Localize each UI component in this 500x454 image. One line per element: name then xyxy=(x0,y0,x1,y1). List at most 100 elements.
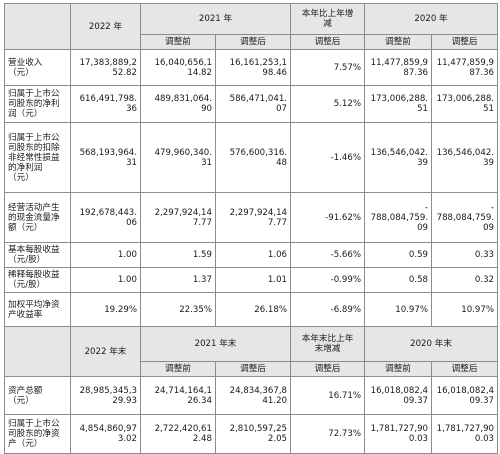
value-yoy: -1.46% xyxy=(290,122,366,193)
cell-line: 16,018,082,4 xyxy=(370,385,429,396)
value-y2020-before: 16,018,082,4 09.37 xyxy=(364,376,433,415)
value-y2020-after: 16,018,082,4 09.37 xyxy=(431,376,499,415)
value-yoy: 7.57% xyxy=(290,49,366,86)
cell-line: 06 xyxy=(126,217,137,228)
cell-line: 0.33 xyxy=(474,250,495,260)
cell-line: （元） xyxy=(8,395,34,406)
header-yoy-after-adjustment: 调整后 xyxy=(290,34,366,50)
cell-line: 14.82 xyxy=(187,67,212,78)
value-yoy: 72.73% xyxy=(290,414,366,454)
cell-line: 1.37 xyxy=(192,275,212,285)
cell-line: 07 xyxy=(276,104,288,114)
cell-line: 3.02 xyxy=(117,434,137,444)
cell-line: 产（元） xyxy=(8,439,43,449)
header-2021-after-adjustment: 调整后 xyxy=(214,34,292,50)
value-y2020-after: 11,477,859,9 87.36 xyxy=(431,49,499,86)
row-label: 经营活动产生 的现金流量净 额（元） xyxy=(4,192,71,243)
cell-line: 归属于上市公 xyxy=(8,419,60,429)
cell-line: 0.58 xyxy=(408,275,429,285)
table-row: 稀释每股收益 （元/股） 1.00 1.37 1.01 -0.99% 0.58 0.32 xyxy=(4,267,499,293)
cell-line: 09.37 xyxy=(469,395,495,406)
value-y2020-before: 0.59 xyxy=(364,242,433,268)
cell-line: - xyxy=(490,202,495,213)
cell-line: 司股东的净利 xyxy=(8,99,60,109)
cell-line: 减 xyxy=(323,19,332,29)
cell-line: 归属于上市公 xyxy=(8,132,60,143)
value-y2020-before: 10.97% xyxy=(364,292,433,327)
cell-line: 568,193,964. xyxy=(79,147,137,158)
cell-line: 1,781,727,90 xyxy=(436,424,495,434)
cell-line: 98.46 xyxy=(262,67,288,78)
cell-line: 51 xyxy=(417,104,429,114)
header-yoy-change: 本年末比上年 末增减 xyxy=(290,326,366,362)
cell-line: 额（元） xyxy=(8,222,43,233)
value-y2021-after: 2,297,924,14 7.77 xyxy=(214,192,292,243)
cell-line: 非经常性损益 xyxy=(8,152,60,163)
cell-line: 616,491,798. xyxy=(79,94,137,104)
header-row: 2022 年 2021 年本年比上年增减 2020 年 xyxy=(4,3,499,50)
cell-line: -6.89% xyxy=(330,304,362,315)
cell-line: 2.48 xyxy=(192,434,212,444)
cell-line: 39 xyxy=(417,157,429,168)
cell-line: 11,477,859,9 xyxy=(436,57,495,68)
value-y2021-after: 576,600,316. 48 xyxy=(214,122,292,193)
header-2020-after-adjustment: 调整后 xyxy=(431,361,499,377)
value-y2021-after: 26.18% xyxy=(214,292,292,327)
cell-line: 479,960,340. xyxy=(154,147,212,158)
cell-line: 产收益率 xyxy=(8,309,43,320)
cell-line: 0.03 xyxy=(474,434,495,444)
cell-line: （元/股） xyxy=(8,255,46,265)
header-year-2021: 2021 年 xyxy=(139,3,292,35)
cell-line: 7.77 xyxy=(192,217,212,228)
cell-line: 2,297,924,14 xyxy=(154,207,212,218)
value-y2020-before: -788,084,759. 09 xyxy=(364,192,433,243)
cell-line: 司股东的净资 xyxy=(8,429,60,439)
value-y2020-before: 136,546,042. 39 xyxy=(364,122,433,193)
cell-line: 7.77 xyxy=(267,217,288,228)
value-y2020-after: 173,006,288. 51 xyxy=(431,85,499,123)
value-y2021-before: 2,297,924,14 7.77 xyxy=(140,192,216,243)
value-y2020-before: 11,477,859,9 87.36 xyxy=(364,49,433,86)
cell-line: 09 xyxy=(417,222,429,233)
value-y2022: 17,383,889,2 52.82 xyxy=(70,49,141,86)
subheader-row: 调整前 调整后 调整后 调整前 调整后 xyxy=(5,361,499,377)
cell-line: 87.36 xyxy=(469,67,495,78)
value-y2022: 192,678,443. 06 xyxy=(70,192,141,243)
cell-line: 51 xyxy=(483,104,495,114)
cell-line: 788,084,759. xyxy=(436,212,495,223)
value-y2022: 28,985,345,3 29.93 xyxy=(70,376,141,415)
table-row: 营业收入 （元） 17,383,889,2 52.82 16,040,656,1 14.8… xyxy=(4,49,499,86)
cell-line: 5.12% xyxy=(333,99,362,109)
cell-line: 16,018,082,4 xyxy=(436,385,495,396)
cell-line: 司股东的扣除 xyxy=(8,142,60,153)
cell-line: 09.37 xyxy=(403,395,429,406)
cell-line: 10.97% xyxy=(461,304,495,315)
cell-line: 的现金流量净 xyxy=(8,212,60,223)
value-y2020-after: -788,084,759. 09 xyxy=(431,192,499,243)
value-yoy: -91.62% xyxy=(290,192,366,243)
cell-line: 24,714,164,1 xyxy=(154,385,212,396)
table-row: 归属于上市公 司股东的扣除 非经常性损益 的净利润 （元） 568,193,964. 31 4… xyxy=(4,122,499,193)
cell-line: 1.01 xyxy=(267,275,288,285)
cell-line: 1.59 xyxy=(192,250,212,260)
value-y2021-after: 1.06 xyxy=(214,242,292,268)
cell-line: 16,040,656,1 xyxy=(154,57,212,68)
cell-line: 136,546,042. xyxy=(370,147,429,158)
value-y2022: 1.00 xyxy=(70,242,141,268)
value-y2022: 19.29% xyxy=(70,292,141,327)
cell-line: 87.36 xyxy=(403,67,429,78)
table-row: 归属于上市公 司股东的净资 产（元） 4,854,860,97 3.02 2,722,42… xyxy=(4,414,499,454)
row-label: 加权平均净资 产收益率 xyxy=(4,292,71,327)
cell-line: 22.35% xyxy=(179,304,212,315)
row-label: 资产总额 （元） xyxy=(4,376,71,415)
header-2021-after-adjustment: 调整后 xyxy=(214,361,292,377)
cell-line: 10.97% xyxy=(395,304,429,315)
value-y2021-before: 479,960,340. 31 xyxy=(140,122,216,193)
header-2020-before-adjustment: 调整前 xyxy=(364,361,433,377)
value-y2021-after: 1.01 xyxy=(214,267,292,293)
value-y2022: 4,854,860,97 3.02 xyxy=(70,414,141,454)
cell-line: 576,600,316. xyxy=(229,147,288,158)
cell-line: 36 xyxy=(126,104,137,114)
cell-line: 173,006,288. xyxy=(370,94,429,104)
value-yoy: -6.89% xyxy=(290,292,366,327)
